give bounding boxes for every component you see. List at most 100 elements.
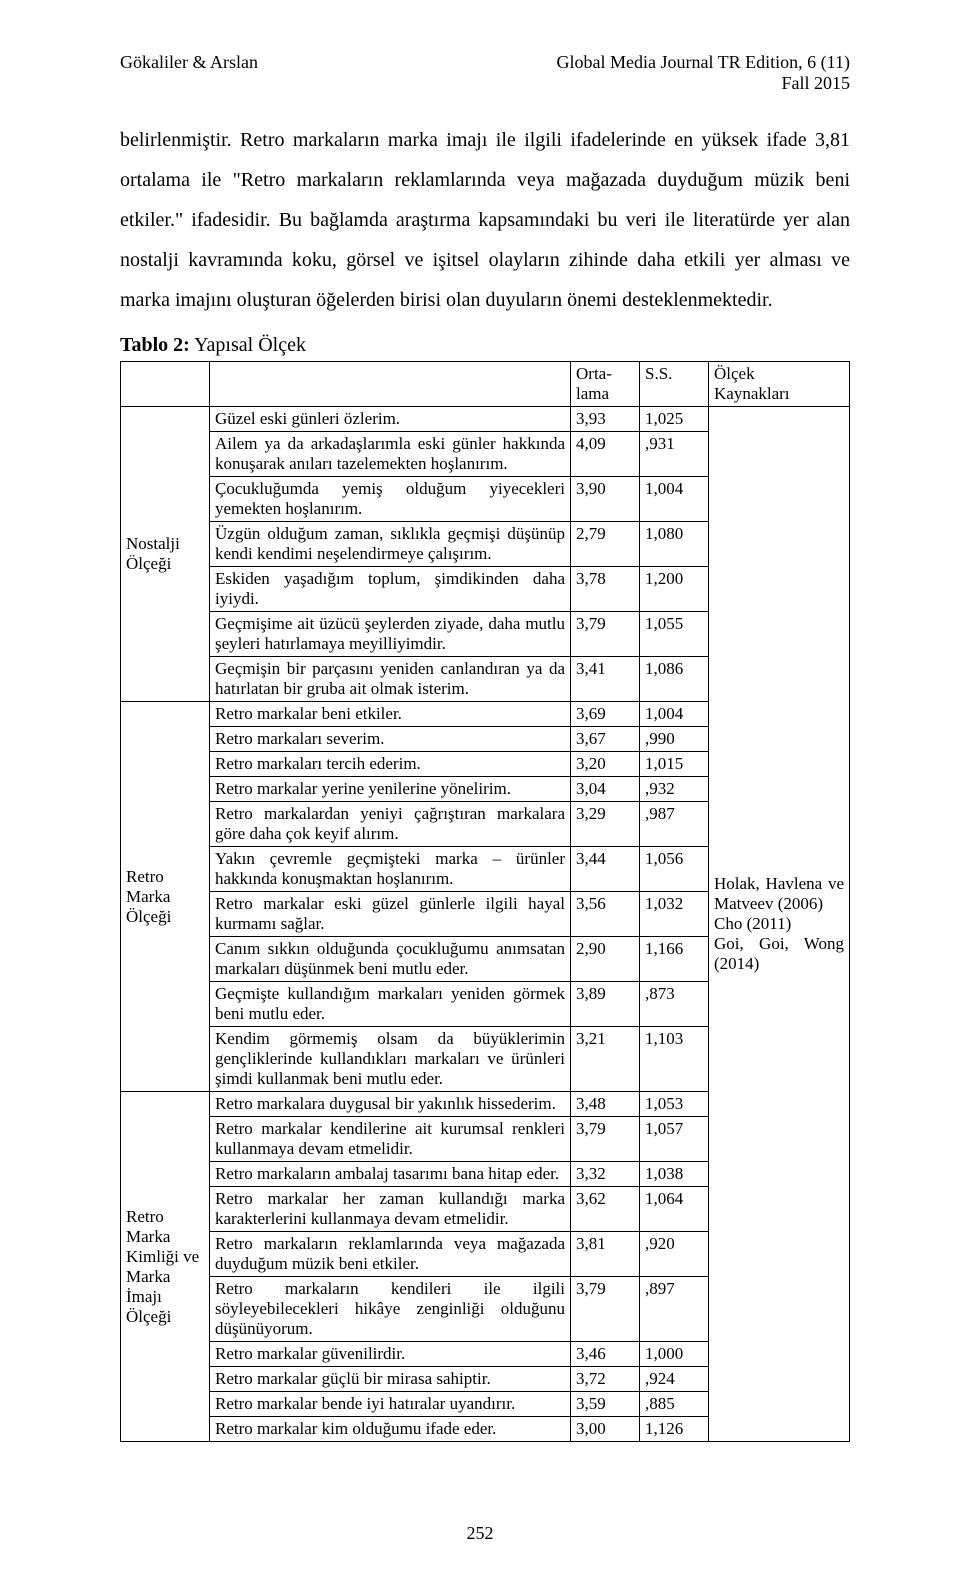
item-sd: 1,015 [640, 752, 709, 777]
item-sd: ,920 [640, 1232, 709, 1277]
item-text: Ailem ya da arkadaşlarımla eski günler h… [210, 432, 571, 477]
item-sd: ,990 [640, 727, 709, 752]
item-mean: 3,79 [571, 1277, 640, 1342]
item-mean: 3,93 [571, 407, 640, 432]
item-text: Retro markalar eski güzel günlerle ilgil… [210, 892, 571, 937]
item-mean: 3,89 [571, 982, 640, 1027]
item-sd: ,932 [640, 777, 709, 802]
table-title-bold: Tablo 2: [120, 334, 190, 356]
item-sd: ,885 [640, 1392, 709, 1417]
item-mean: 3,44 [571, 847, 640, 892]
item-text: Eskiden yaşadığım toplum, şimdikinden da… [210, 567, 571, 612]
paragraph-text: belirlenmiştir. Retro markaların marka i… [120, 120, 850, 320]
item-text: Yakın çevremle geçmişteki marka – ürünle… [210, 847, 571, 892]
item-text: Kendim görmemiş olsam da büyüklerimin ge… [210, 1027, 571, 1092]
item-mean: 4,09 [571, 432, 640, 477]
item-text: Geçmişime ait üzücü şeylerden ziyade, da… [210, 612, 571, 657]
item-mean: 3,04 [571, 777, 640, 802]
item-text: Retro markalar beni etkiler. [210, 702, 571, 727]
item-mean: 2,79 [571, 522, 640, 567]
item-mean: 3,29 [571, 802, 640, 847]
col-category-blank [121, 362, 210, 407]
item-sd: 1,080 [640, 522, 709, 567]
item-text: Retro markalardan yeniyi çağrıştıran mar… [210, 802, 571, 847]
item-sd: ,924 [640, 1367, 709, 1392]
item-mean: 3,00 [571, 1417, 640, 1442]
item-mean: 3,67 [571, 727, 640, 752]
item-mean: 3,48 [571, 1092, 640, 1117]
item-text: Retro markalar her zaman kullandığı mark… [210, 1187, 571, 1232]
item-mean: 2,90 [571, 937, 640, 982]
item-text: Retro markaları severim. [210, 727, 571, 752]
item-text: Çocukluğumda yemiş olduğum yiyecekleri y… [210, 477, 571, 522]
item-text: Retro markaları tercih ederim. [210, 752, 571, 777]
col-item-blank [210, 362, 571, 407]
item-sd: 1,200 [640, 567, 709, 612]
item-mean: 3,46 [571, 1342, 640, 1367]
item-sd: ,873 [640, 982, 709, 1027]
sources-cell: Holak, Havlena ve Matveev (2006) Cho (20… [709, 407, 850, 1442]
category-retro-marka: Retro Marka Ölçeği [121, 702, 210, 1092]
item-mean: 3,21 [571, 1027, 640, 1092]
item-sd: 1,004 [640, 477, 709, 522]
item-sd: 1,000 [640, 1342, 709, 1367]
item-sd: 1,126 [640, 1417, 709, 1442]
col-mean: Orta-lama [571, 362, 640, 407]
item-mean: 3,62 [571, 1187, 640, 1232]
item-sd: 1,038 [640, 1162, 709, 1187]
item-mean: 3,69 [571, 702, 640, 727]
header-journal: Global Media Journal TR Edition, 6 (11) [557, 52, 850, 73]
table-title-rest: Yapısal Ölçek [190, 334, 306, 356]
item-text: Retro markalara duygusal bir yakınlık hi… [210, 1092, 571, 1117]
category-nostalji: Nostalji Ölçeği [121, 407, 210, 702]
item-text: Retro markalar güçlü bir mirasa sahiptir… [210, 1367, 571, 1392]
item-text: Geçmişte kullandığım markaları yeniden g… [210, 982, 571, 1027]
header-authors: Gökaliler & Arslan [120, 52, 258, 94]
table-header-row: Orta-lama S.S. ÖlçekKaynakları [121, 362, 850, 407]
item-sd: 1,057 [640, 1117, 709, 1162]
item-sd: ,897 [640, 1277, 709, 1342]
item-text: Retro markaların kendileri ile ilgili sö… [210, 1277, 571, 1342]
col-sources: ÖlçekKaynakları [709, 362, 850, 407]
table-row: Nostalji Ölçeği Güzel eski günleri özler… [121, 407, 850, 432]
item-sd: ,987 [640, 802, 709, 847]
item-text: Retro markaların reklamlarında veya mağa… [210, 1232, 571, 1277]
item-mean: 3,72 [571, 1367, 640, 1392]
header-issue: Fall 2015 [557, 73, 850, 94]
item-mean: 3,56 [571, 892, 640, 937]
item-sd: ,931 [640, 432, 709, 477]
item-text: Güzel eski günleri özlerim. [210, 407, 571, 432]
table-title: Tablo 2: Yapısal Ölçek [120, 334, 850, 357]
item-mean: 3,90 [571, 477, 640, 522]
item-text: Üzgün olduğum zaman, sıklıkla geçmişi dü… [210, 522, 571, 567]
item-sd: 1,004 [640, 702, 709, 727]
item-sd: 1,064 [640, 1187, 709, 1232]
item-text: Geçmişin bir parçasını yeniden canlandır… [210, 657, 571, 702]
item-sd: 1,056 [640, 847, 709, 892]
item-text: Canım sıkkın olduğunda çocukluğumu anıms… [210, 937, 571, 982]
item-text: Retro markalar bende iyi hatıralar uyand… [210, 1392, 571, 1417]
item-mean: 3,59 [571, 1392, 640, 1417]
item-mean: 3,79 [571, 612, 640, 657]
item-sd: 1,055 [640, 612, 709, 657]
page-number: 252 [0, 1523, 960, 1544]
item-mean: 3,81 [571, 1232, 640, 1277]
item-mean: 3,20 [571, 752, 640, 777]
item-sd: 1,025 [640, 407, 709, 432]
item-text: Retro markalar kim olduğumu ifade eder. [210, 1417, 571, 1442]
item-sd: 1,103 [640, 1027, 709, 1092]
structural-scale-table: Orta-lama S.S. ÖlçekKaynakları Nostalji … [120, 361, 850, 1442]
item-text: Retro markalar kendilerine ait kurumsal … [210, 1117, 571, 1162]
item-mean: 3,78 [571, 567, 640, 612]
item-sd: 1,053 [640, 1092, 709, 1117]
col-sd: S.S. [640, 362, 709, 407]
item-mean: 3,41 [571, 657, 640, 702]
category-retro-kimlik-imaj: Retro Marka Kimliği ve Marka İmajı Ölçeğ… [121, 1092, 210, 1442]
item-sd: 1,166 [640, 937, 709, 982]
item-text: Retro markalar yerine yenilerine yönelir… [210, 777, 571, 802]
item-text: Retro markaların ambalaj tasarımı bana h… [210, 1162, 571, 1187]
item-sd: 1,086 [640, 657, 709, 702]
item-mean: 3,79 [571, 1117, 640, 1162]
item-mean: 3,32 [571, 1162, 640, 1187]
item-text: Retro markalar güvenilirdir. [210, 1342, 571, 1367]
